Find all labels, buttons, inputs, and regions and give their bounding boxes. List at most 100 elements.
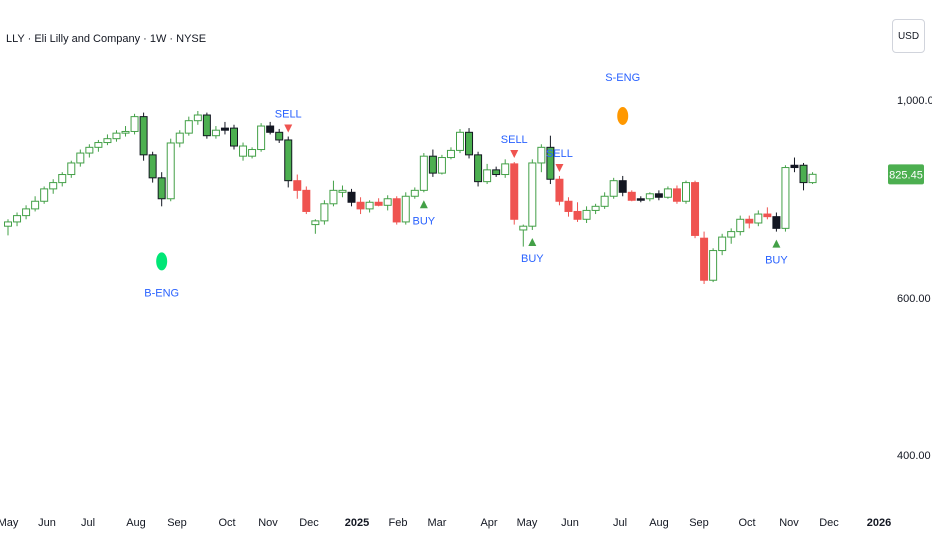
candle-body: [763, 213, 772, 218]
candle: [338, 185, 347, 198]
candle-body: [347, 191, 356, 203]
candle: [347, 188, 356, 207]
candle-body: [401, 195, 410, 223]
x-tick-label: Jul: [81, 517, 95, 529]
candle-body: [166, 142, 175, 200]
candle: [419, 153, 428, 193]
candle-body: [239, 145, 248, 157]
candle-body: [266, 125, 275, 133]
buy-arrow-icon: [772, 239, 781, 248]
signal-label: B-ENG: [144, 287, 179, 299]
candle: [202, 112, 211, 139]
candle-body: [808, 173, 817, 184]
x-tick-label: Oct: [218, 517, 235, 529]
candle: [166, 138, 175, 202]
candle-body: [320, 203, 329, 222]
signal-label: SELL: [275, 109, 302, 121]
candle-body: [22, 208, 31, 217]
candle: [383, 195, 392, 211]
candle-body: [772, 216, 781, 229]
candle-body: [654, 193, 663, 198]
candle: [31, 196, 40, 212]
candle: [582, 206, 591, 223]
candle: [682, 180, 690, 204]
candle: [763, 207, 772, 220]
candle-body: [790, 164, 799, 169]
candle-body: [483, 169, 492, 183]
candle-body: [573, 210, 582, 220]
symbol-title: LLY · Eli Lilly and Company · 1W · NYSE: [6, 33, 207, 45]
candle-body: [709, 250, 718, 281]
candle: [781, 165, 790, 232]
candle-body: [682, 182, 690, 202]
candle-body: [663, 188, 672, 198]
candle: [40, 186, 49, 204]
y-tick-label: 600.00: [897, 293, 931, 305]
candle: [410, 187, 419, 199]
candle-body: [49, 182, 58, 190]
x-tick-label: Jul: [613, 517, 627, 529]
candle-body: [103, 138, 112, 144]
candle: [772, 212, 781, 232]
candle-body: [365, 201, 374, 210]
candle-body: [139, 116, 148, 156]
candle: [266, 121, 275, 135]
signal-bull_engulfing: B-ENG: [144, 252, 179, 299]
sell-arrow-icon: [284, 124, 293, 133]
candle: [465, 128, 474, 159]
x-tick-label: 2026: [867, 517, 891, 529]
currency-button[interactable]: USD: [892, 19, 925, 53]
candle-body: [564, 200, 573, 212]
candle: [537, 144, 546, 173]
candle-body: [175, 132, 184, 144]
candle: [320, 200, 329, 225]
candle: [519, 224, 528, 247]
candle: [483, 163, 492, 185]
candle: [230, 124, 238, 150]
candle-body: [4, 221, 12, 227]
x-tick-label: Jun: [561, 517, 579, 529]
candle: [618, 175, 627, 197]
candle: [275, 128, 284, 143]
candle-body: [700, 237, 709, 281]
candle-body: [383, 198, 392, 206]
candle: [627, 190, 636, 202]
candle-body: [465, 131, 474, 156]
candle-body: [474, 154, 483, 183]
candle: [365, 200, 374, 213]
candle-body: [419, 155, 428, 191]
x-tick-label: Nov: [258, 517, 278, 529]
candle: [609, 177, 618, 199]
candle: [85, 144, 94, 158]
candle-body: [157, 177, 166, 200]
candle-body: [600, 195, 609, 207]
candle: [175, 130, 184, 148]
candle: [555, 175, 564, 206]
candle: [94, 139, 103, 152]
candle: [148, 151, 157, 183]
candle: [474, 151, 483, 187]
candle-body: [501, 163, 510, 176]
candle: [745, 215, 754, 229]
candle: [437, 154, 446, 175]
signal-label: SELL: [501, 134, 528, 146]
candle-body: [311, 220, 320, 226]
candle-body: [130, 116, 139, 132]
candle-body: [374, 201, 383, 206]
candle: [130, 113, 139, 135]
buy-arrow-icon: [419, 200, 428, 209]
x-tick-label: Dec: [819, 517, 839, 529]
buy-arrow-icon: [528, 237, 537, 246]
x-tick-label: May: [0, 517, 19, 529]
candle: [672, 185, 681, 204]
candle: [700, 231, 709, 284]
candle-body: [67, 162, 76, 176]
candle-body: [58, 174, 67, 184]
candle-body: [148, 154, 157, 179]
candle-body: [338, 189, 347, 193]
candle-body: [248, 149, 257, 157]
candle-body: [410, 189, 419, 197]
candle: [799, 162, 808, 191]
